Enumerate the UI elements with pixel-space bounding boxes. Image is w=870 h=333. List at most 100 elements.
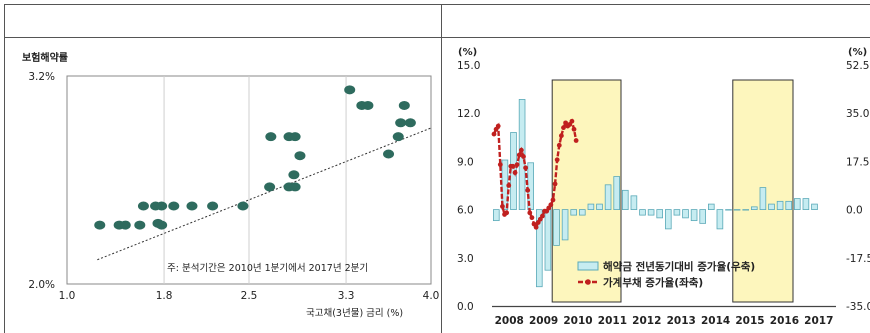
scatter-point [362,100,374,110]
left-axis-unit: (%) [458,47,477,58]
bar [776,200,784,211]
bar [733,209,741,211]
bar [630,195,638,210]
left-tick-label: 3.0 [457,253,474,265]
bar [785,200,792,211]
x-tick-label: 2.5 [241,290,258,302]
bar [768,203,775,211]
scatter-point [289,182,301,192]
bar [656,209,663,219]
bar [708,203,715,211]
debt-growth-point [518,147,524,153]
bar [725,209,732,211]
right-tick-label: -35.0 [846,301,870,313]
scatter-point [395,118,407,128]
debt-growth-point [523,165,528,171]
scatter-point [207,201,219,211]
trendline [97,127,432,261]
debt-growth-point [506,183,512,188]
bar [587,203,595,211]
debt-growth-point [540,213,545,219]
year-label: 2015 [735,315,764,327]
scatter-point [265,132,277,142]
year-label: 2010 [563,315,592,327]
left-tick-label: 12.0 [457,108,480,120]
x-tick-label: 1.0 [59,290,76,302]
debt-growth-point [571,126,577,132]
debt-growth-point [569,118,575,124]
bar [811,203,818,211]
debt-growth-point [510,163,516,169]
bar [613,176,620,210]
bar [794,198,801,210]
bar [622,189,629,211]
y-tick-label: 3.2% [28,71,55,83]
bar [759,187,767,211]
right-tick-label: 0.0 [846,205,863,217]
legend-line-marker [585,279,591,285]
bar [596,203,603,211]
x-tick-label: 1.8 [156,290,173,302]
scatter-point [392,132,404,142]
year-label: 2016 [770,315,799,327]
left-tick-label: 15.0 [457,60,480,72]
scatter-point [344,85,356,95]
debt-growth-point [521,154,526,159]
debt-growth-point [573,138,579,143]
scatter-point [294,151,306,161]
debt-growth-point [497,162,503,168]
debt-growth-point [512,170,518,176]
scatter-note: 주: 분석기간은 2010년 1분기에서 2017년 2분기 [167,263,368,274]
left-tick-label: 6.0 [457,205,474,217]
scatter-ylabel: 보험해약률 [22,51,68,64]
debt-growth-point [516,152,522,158]
debt-growth-point [550,197,556,203]
bar [699,209,706,224]
scatter-point [288,170,300,180]
combo-chart: (%) (%) 15.0 12.0 9.0 6.0 3.0 0.0 52.5 35.0 17.5… [457,47,870,327]
debt-growth-point [533,224,539,230]
bar [570,209,577,216]
legend-bar-label: 해약금 전년동기대비 증가율(우축) [603,260,755,273]
x-tick-label: 4.0 [423,290,440,302]
year-label: 2011 [598,315,627,327]
right-tick-label: 35.0 [846,108,869,120]
bar [536,209,543,288]
legend-line-label: 가계부채 증가율(좌축) [603,276,703,289]
scatter-point [383,149,395,159]
legend-bar-swatch [577,261,599,271]
year-label: 2014 [701,315,730,327]
scatter-chart: 보험해약률 1.0 1.8 2.5 3.3 4.0 3.2% 2.0% 주: 분석기간은 2… [22,51,439,319]
left-tick-label: 9.0 [457,156,474,168]
bar [639,209,646,216]
scatter-point [398,100,410,110]
bar [751,206,758,211]
bar [742,209,749,211]
debt-growth-point [491,131,497,137]
year-label: 2017 [804,315,833,327]
bar [544,209,552,271]
year-label: 2012 [632,315,661,327]
outer-border [4,4,870,333]
year-label: 2008 [495,315,524,327]
x-tick-label: 3.3 [338,290,355,302]
bar [802,198,810,210]
debt-growth-point [525,187,531,193]
debt-growth-point [495,123,501,129]
scatter-point [156,220,168,230]
scatter-point [264,182,276,192]
right-tick-label: 52.5 [846,60,869,72]
year-label: 2013 [667,315,696,327]
bar [682,209,689,219]
bar [553,209,560,246]
debt-growth-point [514,162,520,168]
bar [561,209,569,241]
scatter-point [119,220,131,230]
bar [690,209,698,222]
bar [716,209,724,230]
debt-growth-point [558,133,564,139]
bar [665,209,672,230]
bar [579,209,586,216]
scatter-point [404,118,416,128]
scatter-point [186,201,198,211]
